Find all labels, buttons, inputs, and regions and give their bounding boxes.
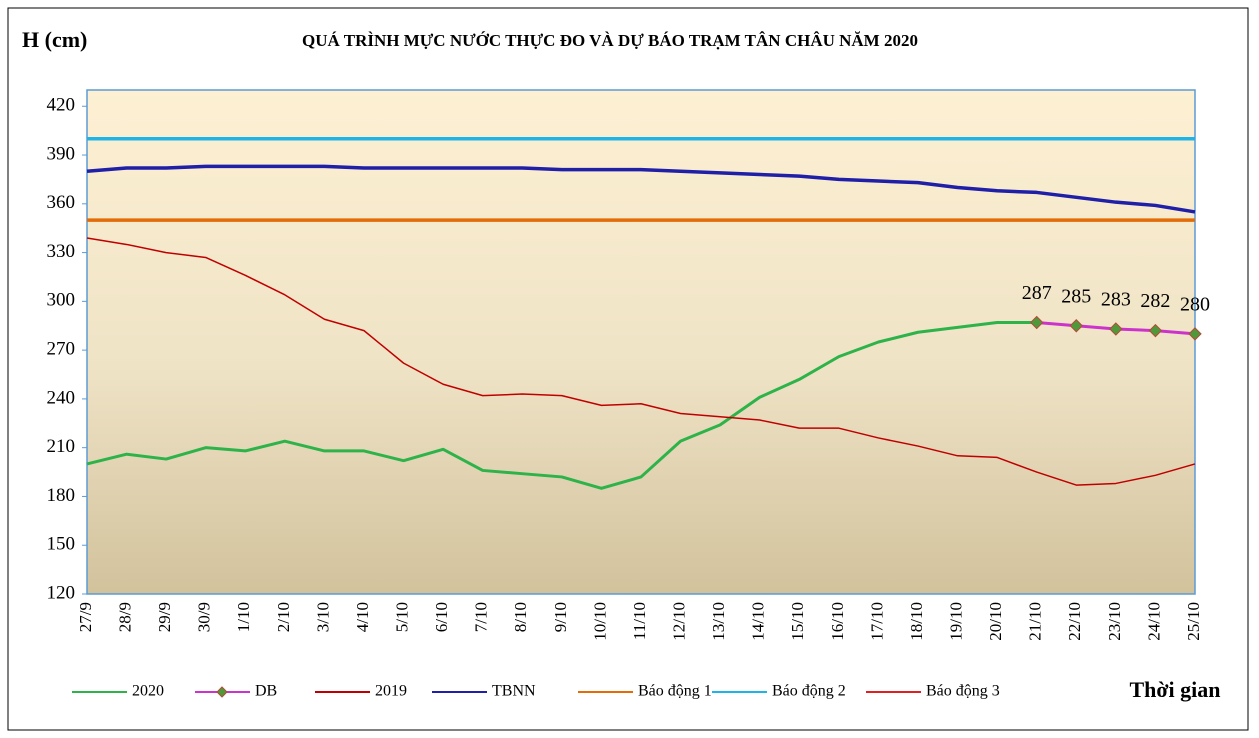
data-label: 287 [1022, 282, 1052, 304]
x-tick-label: 25/10 [1184, 602, 1203, 641]
series-line [86, 320, 1037, 490]
x-tick-label: 20/10 [986, 602, 1005, 641]
marker [1148, 323, 1163, 338]
x-tick-label: 7/10 [472, 602, 491, 632]
y-tick-label: 240 [47, 387, 76, 408]
x-tick-label: 30/9 [195, 602, 214, 632]
x-tick-label: 18/10 [907, 602, 926, 641]
x-tick-label: 10/10 [590, 602, 609, 641]
legend-label: Báo động 2 [772, 683, 846, 700]
x-tick-label: 15/10 [788, 602, 807, 641]
x-tick-label: 6/10 [432, 602, 451, 632]
plot-area [86, 89, 1196, 595]
y-tick-label: 210 [47, 436, 76, 457]
y-tick-label: 300 [47, 290, 76, 311]
x-tick-label: 27/9 [76, 602, 95, 632]
x-tick-label: 4/10 [353, 602, 372, 632]
y-tick-label: 390 [47, 143, 76, 164]
data-label: 283 [1101, 289, 1131, 311]
data-label: 285 [1061, 285, 1091, 307]
legend-label: Báo động 3 [926, 683, 1000, 700]
data-label: 282 [1140, 290, 1170, 312]
x-tick-label: 3/10 [313, 602, 332, 632]
y-tick-label: 270 [47, 338, 76, 359]
x-tick-label: 21/10 [1026, 602, 1045, 641]
marker [1069, 319, 1083, 333]
y-axis-label: H (cm) [22, 27, 87, 52]
legend-label: 2020 [132, 683, 164, 700]
x-tick-label: 12/10 [669, 602, 688, 641]
x-tick-label: 17/10 [867, 602, 886, 641]
x-tick-label: 22/10 [1065, 602, 1084, 641]
x-tick-label: 5/10 [392, 602, 411, 632]
x-tick-label: 16/10 [828, 602, 847, 641]
x-tick-label: 14/10 [749, 602, 768, 641]
legend-label: TBNN [492, 683, 536, 700]
y-tick-label: 330 [47, 241, 76, 262]
y-tick-label: 360 [47, 192, 76, 213]
x-tick-label: 11/10 [630, 602, 649, 640]
x-tick-label: 24/10 [1144, 602, 1163, 641]
y-tick-label: 420 [47, 95, 76, 116]
legend-label: 2019 [375, 683, 407, 700]
series-line [86, 164, 1196, 214]
x-tick-label: 9/10 [551, 602, 570, 632]
x-tick-label: 8/10 [511, 602, 530, 632]
y-tick-label: 120 [47, 582, 76, 603]
x-tick-label: 23/10 [1105, 602, 1124, 641]
marker [1109, 322, 1123, 336]
legend-label: Báo động 1 [638, 683, 712, 700]
marker [1188, 327, 1202, 341]
y-tick-label: 180 [47, 485, 76, 506]
legend-label: DB [255, 683, 277, 700]
chart-title: QUÁ TRÌNH MỰC NƯỚC THỰC ĐO VÀ DỰ BÁO TRẠ… [302, 31, 918, 50]
series-line [86, 237, 1196, 486]
legend-marker [216, 686, 228, 698]
x-tick-label: 2/10 [274, 602, 293, 632]
x-tick-label: 28/9 [115, 602, 134, 632]
x-tick-label: 29/9 [155, 602, 174, 632]
x-axis-label: Thời gian [1129, 677, 1220, 702]
x-tick-label: 19/10 [946, 602, 965, 641]
data-label: 280 [1180, 293, 1210, 315]
marker [1030, 315, 1044, 330]
x-tick-label: 13/10 [709, 602, 728, 641]
x-tick-label: 1/10 [234, 602, 253, 632]
y-tick-label: 150 [47, 534, 76, 555]
